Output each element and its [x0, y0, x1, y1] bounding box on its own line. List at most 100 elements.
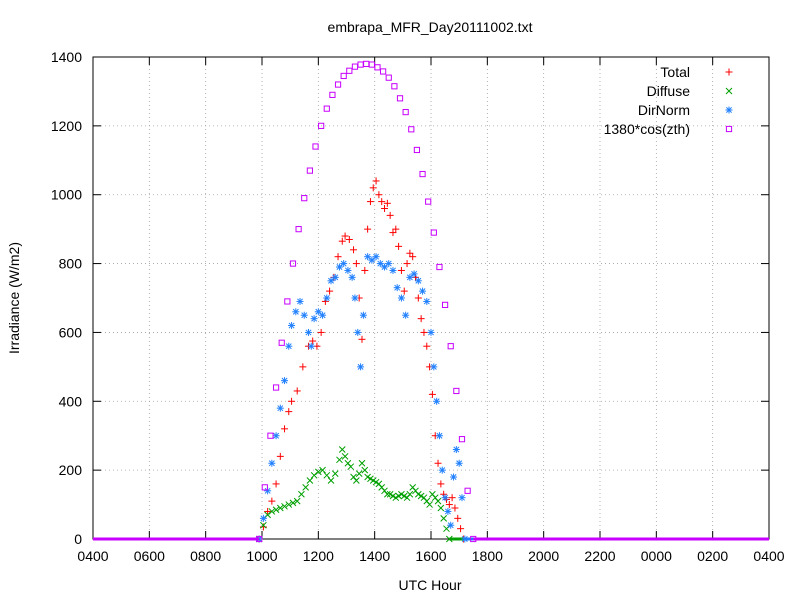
- data-point: [427, 328, 435, 336]
- marker-stroke: [261, 484, 268, 491]
- marker-stroke: [433, 398, 440, 405]
- data-point: [304, 328, 312, 336]
- marker-stroke: [423, 298, 430, 305]
- marker-stroke: [276, 504, 284, 512]
- x-tick-label: 0800: [190, 548, 221, 564]
- marker-stroke: [419, 288, 426, 295]
- data-point: [272, 384, 280, 391]
- marker-stroke: [363, 60, 370, 67]
- data-point: [259, 514, 267, 522]
- data-point: [293, 497, 301, 505]
- marker-stroke: [340, 260, 347, 267]
- data-point: [276, 452, 284, 460]
- marker-stroke: [351, 63, 359, 70]
- data-point: [454, 514, 462, 522]
- marker-stroke: [411, 270, 418, 277]
- marker-stroke: [354, 329, 361, 336]
- data-point: [260, 521, 267, 529]
- marker-stroke: [444, 508, 451, 515]
- x-tick-label: 1600: [415, 548, 446, 564]
- marker-stroke: [436, 263, 443, 271]
- data-point: [372, 253, 380, 261]
- data-point: [375, 191, 383, 199]
- x-tick-label: 0200: [697, 548, 728, 564]
- data-point: [452, 445, 460, 453]
- x-tick-label: 0400: [77, 548, 108, 564]
- marker-stroke: [431, 494, 439, 502]
- legend-label: 1380*cos(zth): [604, 121, 690, 137]
- data-point: [402, 108, 409, 116]
- marker-stroke: [441, 301, 449, 308]
- marker-stroke: [725, 87, 733, 95]
- data-point: [369, 184, 377, 192]
- data-point: [458, 436, 466, 443]
- data-point: [292, 308, 300, 316]
- marker-stroke: [353, 477, 360, 484]
- marker-stroke: [260, 521, 267, 529]
- marker-stroke: [323, 471, 331, 479]
- data-point: [425, 198, 432, 205]
- marker-stroke: [358, 459, 366, 467]
- data-point: [285, 342, 293, 350]
- marker-stroke: [456, 460, 463, 467]
- data-point: [406, 273, 414, 281]
- marker-stroke: [350, 473, 357, 481]
- marker-stroke: [442, 494, 449, 501]
- marker-stroke: [368, 257, 375, 264]
- data-point: [409, 253, 417, 261]
- marker-stroke: [293, 497, 301, 505]
- marker-stroke: [273, 432, 280, 439]
- marker-stroke: [292, 308, 299, 315]
- marker-stroke: [434, 497, 442, 505]
- data-point: [314, 468, 322, 476]
- marker-stroke: [389, 267, 396, 274]
- data-point: [302, 484, 310, 491]
- data-point: [295, 226, 302, 233]
- marker-stroke: [349, 274, 356, 281]
- data-point: [310, 315, 318, 323]
- data-point: [389, 266, 397, 274]
- data-point: [338, 446, 346, 453]
- marker-stroke: [336, 264, 343, 270]
- marker-stroke: [327, 477, 335, 484]
- marker-stroke: [347, 463, 355, 471]
- data-point: [445, 535, 453, 543]
- data-point: [443, 525, 450, 533]
- y-tick-label: 400: [59, 393, 83, 409]
- marker-stroke: [430, 229, 437, 236]
- y-axis: 0 200 400 600 800 1000 1200 1400: [51, 49, 769, 547]
- data-point: [366, 198, 374, 206]
- marker-stroke: [377, 260, 384, 267]
- data-point: [319, 311, 327, 319]
- data-point: [256, 535, 263, 543]
- marker-stroke: [417, 492, 425, 500]
- data-point: [307, 342, 315, 350]
- data-point: [323, 105, 330, 112]
- marker-stroke: [369, 477, 377, 484]
- data-point: [334, 253, 342, 261]
- marker-stroke: [344, 267, 351, 274]
- marker-stroke: [323, 105, 330, 112]
- data-point: [419, 287, 427, 295]
- data-point: [435, 432, 443, 440]
- marker-stroke: [277, 405, 284, 412]
- data-point: [414, 294, 422, 302]
- data-point: [368, 61, 375, 68]
- y-tick-label: 800: [59, 256, 83, 272]
- data-point: [323, 471, 331, 479]
- marker-stroke: [361, 466, 369, 474]
- data-point: [312, 143, 319, 150]
- data-point: [293, 387, 301, 395]
- data-point: [357, 61, 364, 68]
- marker-stroke: [445, 535, 453, 543]
- marker-stroke: [346, 67, 353, 74]
- legend-marker-diffuse: [725, 87, 733, 95]
- data-point: [378, 198, 386, 206]
- data-point: [400, 287, 408, 295]
- marker-stroke: [268, 508, 276, 515]
- marker-stroke: [458, 436, 466, 443]
- marker-stroke: [386, 490, 394, 498]
- data-point: [451, 504, 459, 512]
- data-point: [278, 339, 285, 346]
- marker-stroke: [272, 506, 280, 514]
